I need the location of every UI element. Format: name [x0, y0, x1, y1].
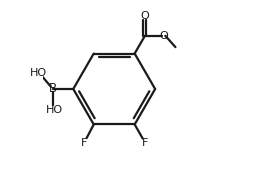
Text: O: O: [160, 31, 168, 41]
Text: F: F: [81, 138, 87, 148]
Text: B: B: [49, 82, 57, 96]
Text: HO: HO: [46, 105, 63, 115]
Text: F: F: [142, 138, 148, 148]
Text: O: O: [140, 11, 149, 21]
Text: HO: HO: [30, 68, 47, 78]
